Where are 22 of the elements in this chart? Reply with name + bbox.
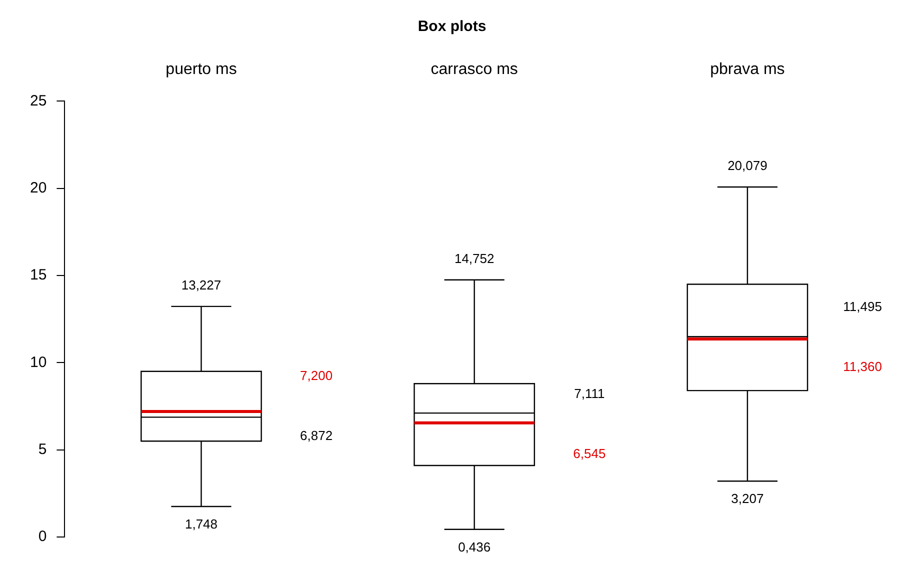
y-tick-label: 15: [30, 266, 47, 284]
annotation: 1,748: [184, 516, 218, 532]
x-tick-label: puerto ms: [166, 61, 237, 78]
annotation: 7,200: [300, 368, 333, 383]
y-tick-label: 25: [30, 92, 47, 110]
annotation: 13,227: [181, 278, 222, 293]
annotation: 20,079: [728, 158, 768, 174]
annotation: 6,872: [300, 428, 333, 443]
annotation: 14,752: [454, 250, 494, 266]
annotation: 7,111: [574, 386, 605, 402]
y-tick-label: 5: [38, 440, 47, 458]
y-tick-label: 20: [30, 180, 47, 196]
annotation: 3,207: [731, 491, 764, 506]
chart-title: Box plots: [418, 18, 486, 36]
x-tick-label: pbrava ms: [710, 61, 785, 78]
annotation: 11,495: [843, 298, 882, 314]
y-tick-label: 0: [38, 528, 47, 546]
annotation: 6,545: [573, 446, 606, 462]
annotation: 0,436: [458, 539, 491, 554]
y-tick-label: 10: [30, 354, 47, 371]
x-tick-label: carrasco ms: [430, 61, 518, 78]
annotation: 11,360: [843, 358, 882, 374]
